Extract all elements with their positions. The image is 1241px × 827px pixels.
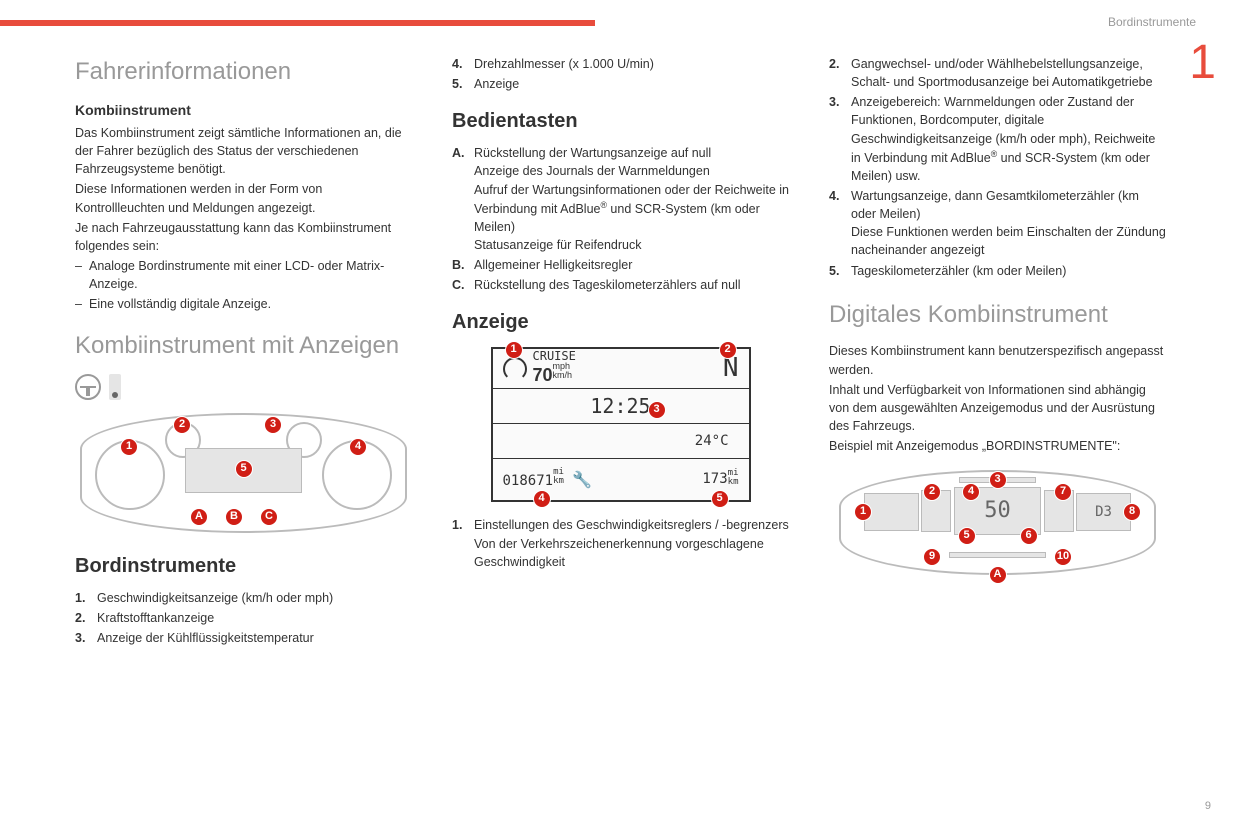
callout-badge: 3 xyxy=(648,401,666,419)
thermometer-icon xyxy=(109,374,121,400)
list-item: 3.Anzeige der Kühlflüssigkeitstemperatur xyxy=(75,629,412,647)
list-item: 4.Drehzahlmesser (x 1.000 U/min) xyxy=(452,55,789,73)
dash-item: –Eine vollständig digitale Anzeige. xyxy=(75,295,412,313)
column-1: Fahrerinformationen Kombiinstrument Das … xyxy=(75,55,412,650)
odometer: 018671mikm 🔧 xyxy=(503,468,593,491)
paragraph: Diese Informationen werden in der Form v… xyxy=(75,180,412,216)
paragraph: Das Kombiinstrument zeigt sämtliche Info… xyxy=(75,124,412,178)
wrench-icon: 🔧 xyxy=(572,470,592,489)
column-3: 2.Gangwechsel- und/oder Wählhebelstellun… xyxy=(829,55,1166,650)
header-section-label: Bordinstrumente xyxy=(1108,15,1196,29)
callout-badge: 2 xyxy=(719,341,737,359)
callout-badge: 5 xyxy=(711,490,729,508)
chapter-number: 1 xyxy=(1189,35,1216,90)
list-item: 5.Tageskilometerzähler (km oder Meilen) xyxy=(829,262,1166,280)
digital-left-panel xyxy=(864,493,919,531)
callout-badge: 4 xyxy=(533,490,551,508)
list-item: 2.Gangwechsel- und/oder Wählhebelstellun… xyxy=(829,55,1166,91)
heading-fahrerinformationen: Fahrerinformationen xyxy=(75,55,412,90)
top-accent-band xyxy=(0,20,595,26)
trip-meter: 173mikm xyxy=(702,469,738,489)
subheading-kombiinstrument: Kombiinstrument xyxy=(75,100,412,120)
time-display: 12:25 xyxy=(493,389,749,424)
content-columns: Fahrerinformationen Kombiinstrument Das … xyxy=(75,55,1166,650)
list-item: B.Allgemeiner Helligkeitsregler xyxy=(452,256,789,274)
callout-badge: 6 xyxy=(1020,527,1038,545)
paragraph: Inhalt und Verfügbarkeit von Information… xyxy=(829,381,1166,435)
list-item: A.Rückstellung der Wartungsanzeige auf n… xyxy=(452,144,789,254)
heading-anzeige: Anzeige xyxy=(452,308,789,337)
paragraph: Dieses Kombiinstrument kann benutzerspez… xyxy=(829,342,1166,378)
list-item: 1.Einstellungen des Geschwindigkeitsregl… xyxy=(452,516,789,570)
paragraph: Beispiel mit Anzeigemodus „BORDINSTRUMEN… xyxy=(829,437,1166,455)
temp-display: 24°C xyxy=(493,424,749,459)
callout-badge: 5 xyxy=(958,527,976,545)
paragraph: Je nach Fahrzeugausstattung kann das Kom… xyxy=(75,219,412,255)
list-item: 4.Wartungsanzeige, dann Gesamtkilometerz… xyxy=(829,187,1166,260)
callout-badge: 3 xyxy=(989,471,1007,489)
page-number: 9 xyxy=(1205,800,1211,812)
speedometer-icon xyxy=(503,357,527,381)
display-diagram: CRUISE 70mphkm/h N 12:25 24°C 018671mikm… xyxy=(491,347,751,502)
list-item: 5.Anzeige xyxy=(452,75,789,93)
icon-row xyxy=(75,374,412,400)
dash-item: –Analoge Bordinstrumente mit einer LCD- … xyxy=(75,257,412,293)
heading-kombi-anzeigen: Kombiinstrument mit Anzeigen xyxy=(75,329,412,364)
list-item: 1.Geschwindigkeitsanzeige (km/h oder mph… xyxy=(75,589,412,607)
column-2: 4.Drehzahlmesser (x 1.000 U/min) 5.Anzeig… xyxy=(452,55,789,650)
list-item: C.Rückstellung des Tageskilometerzählers… xyxy=(452,276,789,294)
subheading-bordinstrumente: Bordinstrumente xyxy=(75,552,412,581)
analog-cluster-diagram: 1 2 3 4 5 A B C xyxy=(75,408,412,538)
heading-bedientasten: Bedientasten xyxy=(452,107,789,136)
callout-badge: 1 xyxy=(505,341,523,359)
list-item: 3.Anzeigebereich: Warnmeldungen oder Zus… xyxy=(829,93,1166,185)
heading-digitales-kombi: Digitales Kombiinstrument xyxy=(829,298,1166,333)
callout-badge: A xyxy=(989,566,1007,584)
digital-cluster-diagram: 50 D3 1 2 3 4 5 6 7 8 9 10 A xyxy=(829,465,1166,580)
list-item: 2.Kraftstofftankanzeige xyxy=(75,609,412,627)
steering-wheel-icon xyxy=(75,374,101,400)
callout-badge: 5 xyxy=(235,460,253,478)
